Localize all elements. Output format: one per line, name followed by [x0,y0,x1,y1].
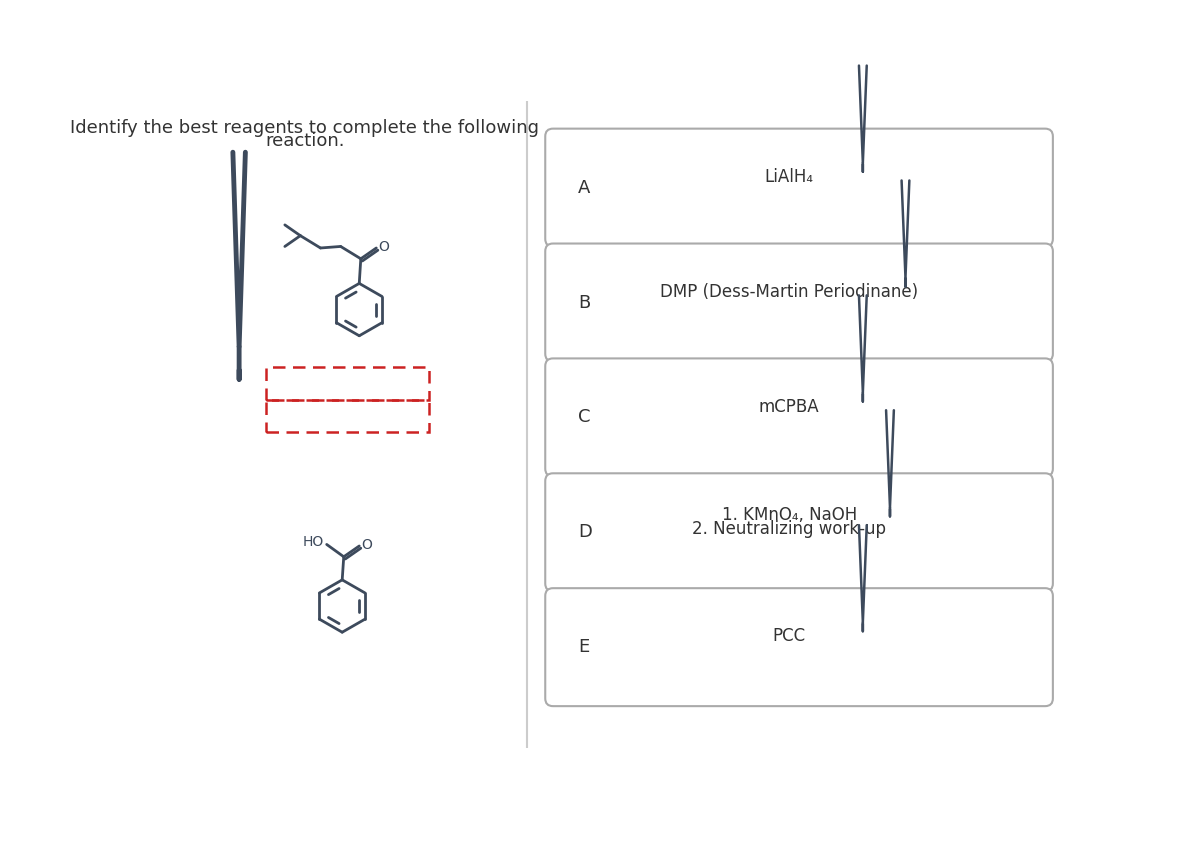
Text: PCC: PCC [773,627,805,645]
Text: LiAlH₄: LiAlH₄ [764,168,814,186]
FancyBboxPatch shape [545,358,1052,476]
FancyBboxPatch shape [545,244,1052,362]
Text: D: D [578,523,592,542]
Text: B: B [578,294,590,311]
FancyBboxPatch shape [545,473,1052,591]
Text: E: E [578,638,589,656]
Text: mCPBA: mCPBA [758,398,820,415]
Text: HO: HO [302,535,324,549]
Text: DMP (Dess-Martin Periodinane): DMP (Dess-Martin Periodinane) [660,283,918,301]
Text: O: O [379,241,390,254]
Text: 2. Neutralizing work-up: 2. Neutralizing work-up [692,521,887,538]
Text: reaction.: reaction. [265,133,344,151]
Text: Identify the best reagents to complete the following: Identify the best reagents to complete t… [71,119,540,136]
FancyBboxPatch shape [545,129,1052,246]
Text: 1. KMnO₄, NaOH: 1. KMnO₄, NaOH [721,506,857,524]
FancyBboxPatch shape [545,588,1052,706]
Text: A: A [578,178,590,197]
Text: C: C [578,409,590,426]
Text: O: O [361,538,372,553]
